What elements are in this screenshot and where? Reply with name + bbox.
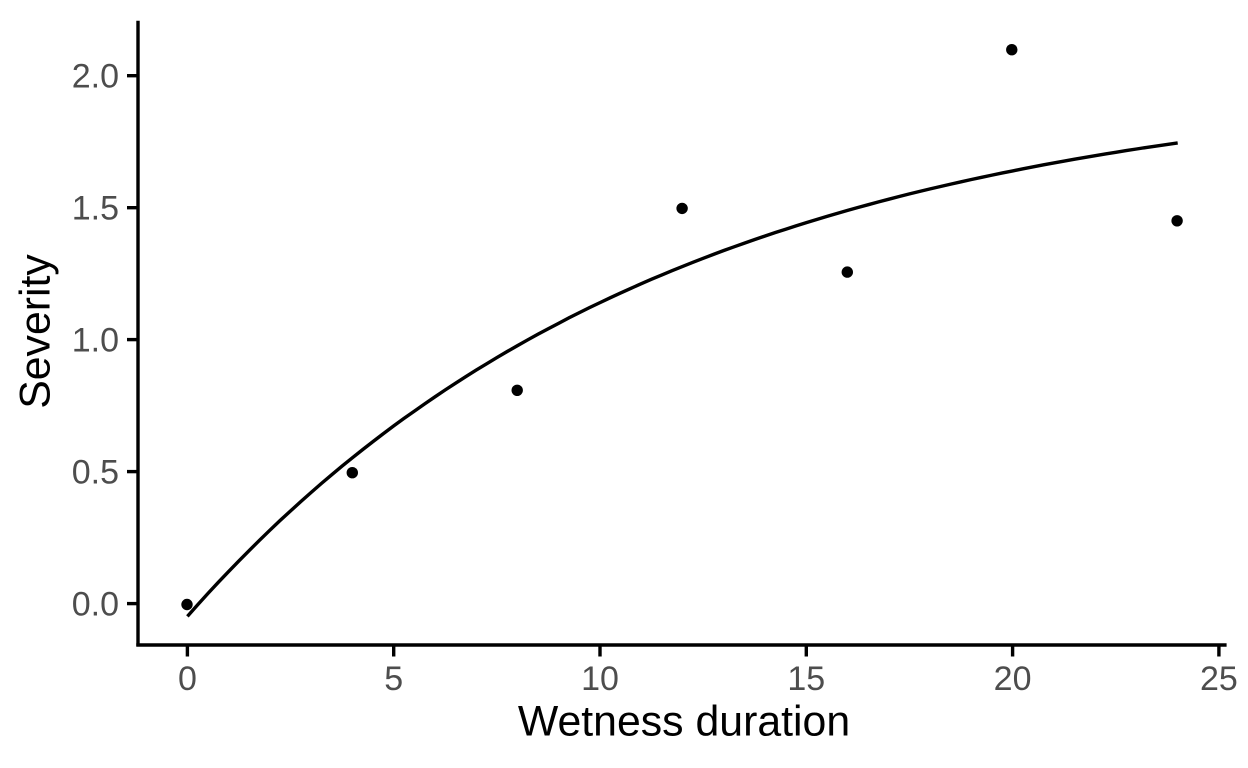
svg-text:0.0: 0.0: [72, 586, 119, 624]
svg-text:5: 5: [384, 660, 403, 698]
svg-text:0.5: 0.5: [72, 454, 119, 492]
svg-text:15: 15: [787, 660, 825, 698]
svg-text:2.0: 2.0: [72, 58, 119, 96]
svg-text:1.0: 1.0: [72, 322, 119, 360]
svg-text:20: 20: [994, 660, 1032, 698]
svg-text:10: 10: [581, 660, 619, 698]
svg-text:25: 25: [1200, 660, 1238, 698]
svg-text:1.5: 1.5: [72, 190, 119, 228]
svg-text:0: 0: [178, 660, 197, 698]
svg-text:Wetness duration: Wetness duration: [518, 698, 850, 746]
svg-text:Severity: Severity: [12, 254, 60, 409]
